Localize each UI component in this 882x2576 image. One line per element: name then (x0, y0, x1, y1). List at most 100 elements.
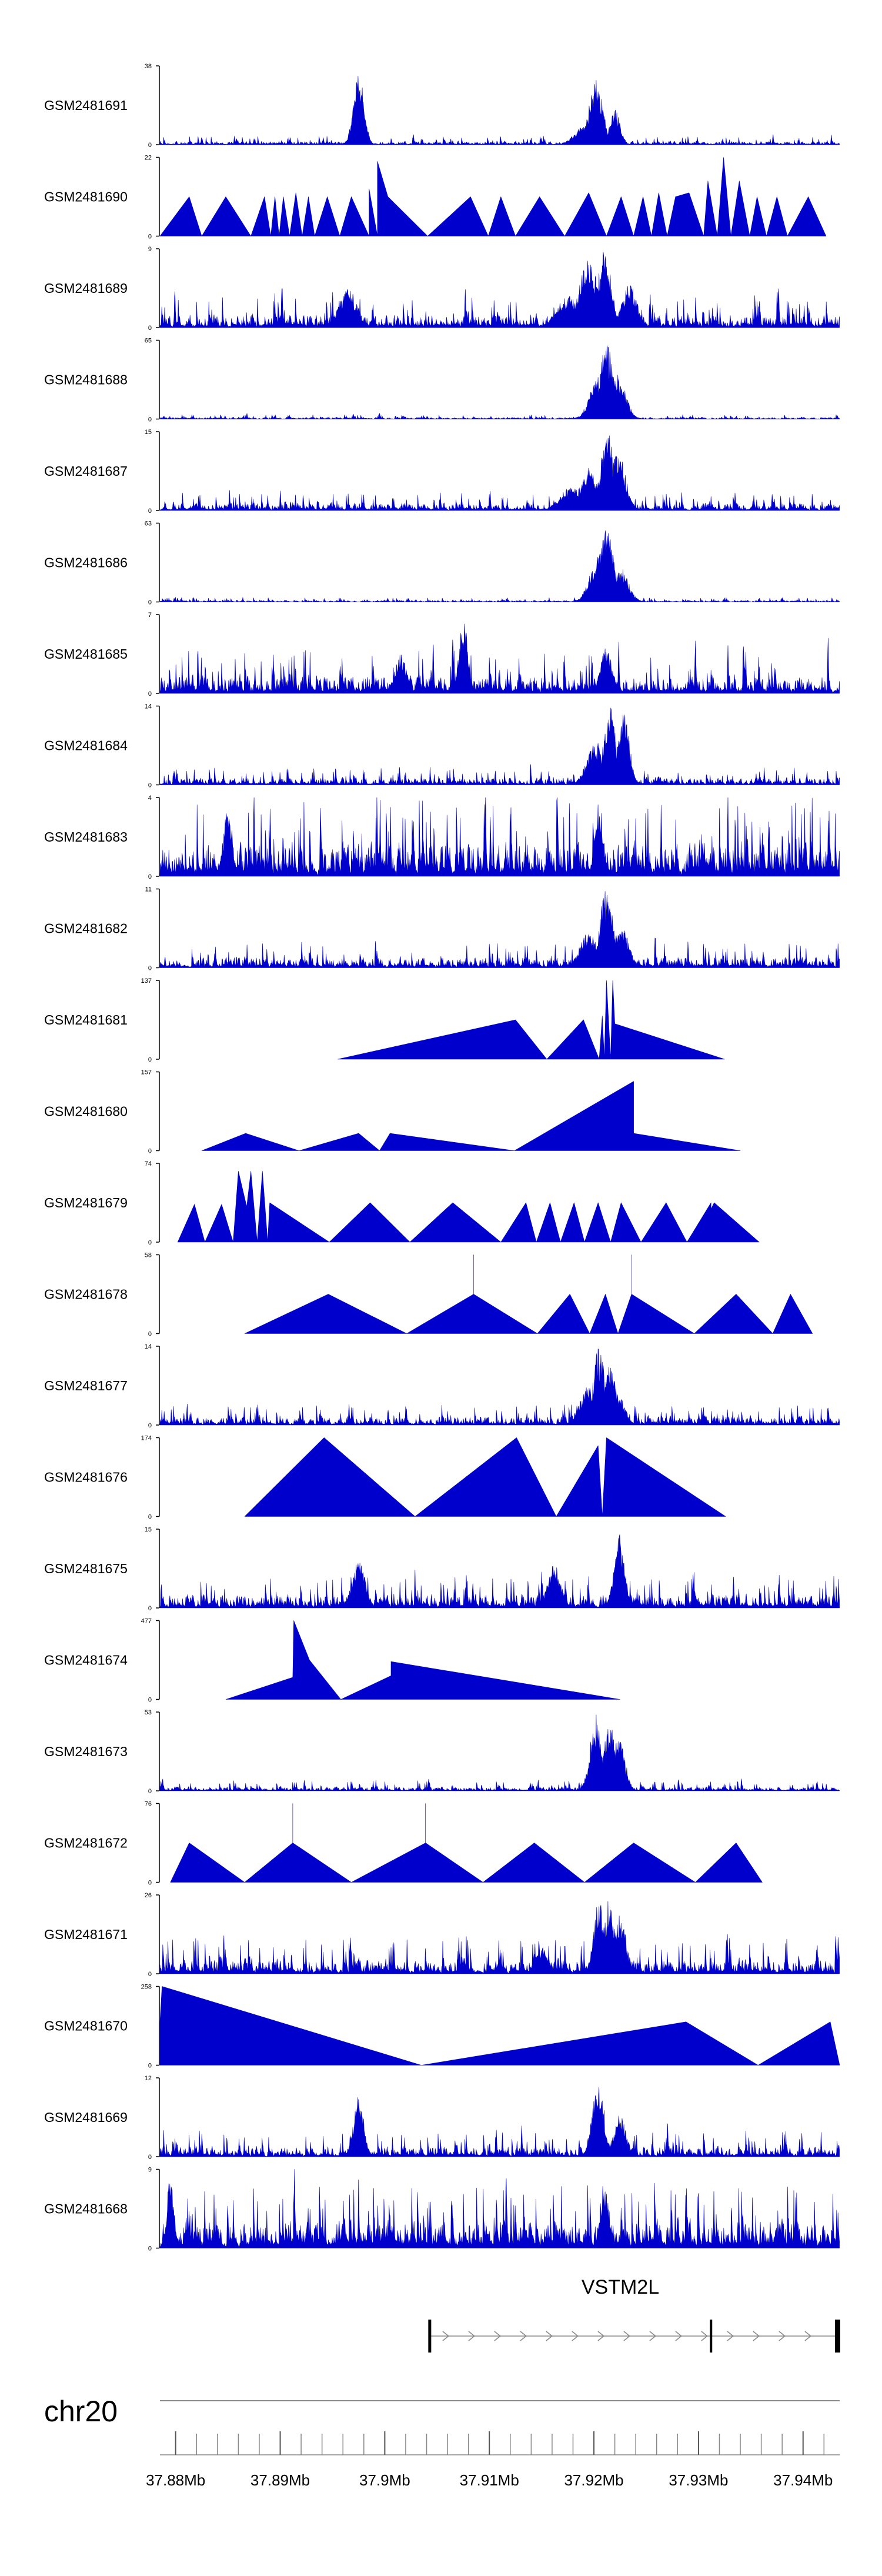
y-min-label: 0 (148, 2154, 152, 2161)
gene-name-label: VSTM2L (582, 2276, 659, 2298)
sample-label: GSM2481670 (44, 2018, 128, 2034)
y-max-label: 15 (145, 429, 152, 436)
sample-label: GSM2481685 (44, 646, 128, 662)
y-max-label: 65 (145, 338, 152, 345)
y-min-label: 0 (148, 2245, 152, 2253)
sample-label: GSM2481690 (44, 189, 128, 205)
sample-label: GSM2481674 (44, 1653, 128, 1668)
genome-axis: chr20 37.88Mb 37.89Mb 37.9Mb 37.91Mb 37.92Mb 3… (44, 2395, 840, 2489)
axis-tick-label: 37.92Mb (564, 2471, 623, 2489)
track-GSM2481690: GSM2481690 22 0 (44, 155, 827, 241)
y-max-label: 53 (145, 1709, 152, 1716)
y-min-label: 0 (148, 2063, 152, 2070)
sample-label: GSM2481687 (44, 463, 128, 479)
coverage-area (159, 157, 827, 236)
y-min-label: 0 (148, 1971, 152, 1978)
strand-arrow-icon (468, 2331, 476, 2341)
y-min-label: 0 (148, 142, 152, 149)
track-GSM2481675: GSM2481675 15 0 (44, 1526, 840, 1612)
y-min-label: 0 (148, 1697, 152, 1704)
y-max-label: 9 (148, 2167, 152, 2174)
coverage-area (201, 1081, 741, 1151)
y-min-label: 0 (148, 1880, 152, 1887)
strand-arrow-icon (494, 2331, 502, 2341)
track-GSM2481687: GSM2481687 15 0 (44, 429, 840, 515)
coverage-area (159, 891, 840, 968)
coverage-area (244, 1437, 726, 1517)
axis-tick-label: 37.88Mb (146, 2471, 205, 2489)
y-min-label: 0 (148, 873, 152, 880)
sample-label: GSM2481684 (44, 738, 128, 753)
sample-label: GSM2481686 (44, 555, 128, 570)
track-GSM2481688: GSM2481688 65 0 (44, 338, 840, 423)
y-max-label: 12 (145, 2075, 152, 2082)
coverage-area (159, 1714, 840, 1791)
y-min-label: 0 (148, 1148, 152, 1155)
strand-arrow-icon (546, 2331, 553, 2341)
strand-arrow-icon (727, 2331, 734, 2341)
strand-arrow-icon (675, 2331, 683, 2341)
coverage-area (159, 1534, 840, 1609)
axis-tick-label: 37.94Mb (773, 2471, 833, 2489)
sample-label: GSM2481688 (44, 372, 128, 388)
coverage-area (159, 708, 840, 785)
track-GSM2481669: GSM2481669 12 0 (44, 2075, 840, 2161)
strand-arrow-icon (597, 2331, 605, 2341)
axis-tick-label: 37.93Mb (669, 2471, 728, 2489)
exon-block (710, 2320, 713, 2353)
y-min-label: 0 (148, 1514, 152, 1521)
y-max-label: 58 (145, 1252, 152, 1259)
y-min-label: 0 (148, 965, 152, 972)
y-max-label: 137 (141, 977, 152, 985)
sample-label: GSM2481683 (44, 829, 128, 845)
coverage-area (159, 2169, 840, 2248)
sample-label: GSM2481689 (44, 281, 128, 296)
sample-label: GSM2481681 (44, 1012, 128, 1027)
y-min-label: 0 (148, 1422, 152, 1429)
track-GSM2481670: GSM2481670 258 0 (44, 1984, 840, 2070)
strand-arrow-icon (649, 2331, 657, 2341)
strand-arrow-icon (701, 2331, 709, 2341)
y-min-label: 0 (148, 690, 152, 698)
coverage-area (159, 623, 840, 694)
coverage-area (159, 2087, 840, 2157)
y-min-label: 0 (148, 416, 152, 423)
y-min-label: 0 (148, 233, 152, 241)
y-max-label: 63 (145, 520, 152, 528)
sample-label: GSM2481679 (44, 1195, 128, 1210)
y-max-label: 477 (141, 1618, 152, 1625)
y-max-label: 14 (145, 703, 152, 710)
sample-label: GSM2481677 (44, 1378, 128, 1393)
y-max-label: 174 (141, 1435, 152, 1442)
strand-arrow-icon (804, 2331, 812, 2341)
coverage-area (177, 1171, 760, 1243)
sample-label: GSM2481673 (44, 1744, 128, 1759)
y-min-label: 0 (148, 1605, 152, 1612)
coverage-area (244, 1254, 813, 1334)
coverage-area (159, 76, 840, 145)
y-min-label: 0 (148, 1239, 152, 1246)
y-min-label: 0 (148, 508, 152, 515)
track-GSM2481674: GSM2481674 477 0 (44, 1618, 620, 1704)
y-max-label: 76 (145, 1801, 152, 1808)
coverage-area (159, 435, 840, 511)
y-max-label: 9 (148, 246, 152, 253)
y-max-label: 4 (148, 795, 152, 802)
y-max-label: 11 (145, 886, 152, 893)
track-GSM2481691: GSM2481691 38 0 (44, 63, 840, 149)
strand-arrow-icon (572, 2331, 579, 2341)
y-max-label: 38 (145, 63, 152, 70)
track-GSM2481676: GSM2481676 174 0 (44, 1435, 726, 1521)
y-max-label: 157 (141, 1069, 152, 1076)
sample-label: GSM2481668 (44, 2201, 128, 2217)
exon-block (834, 2320, 840, 2353)
y-max-label: 258 (141, 1984, 152, 1991)
sample-label: GSM2481669 (44, 2110, 128, 2125)
track-GSM2481681: GSM2481681 137 0 (44, 977, 725, 1063)
y-max-label: 26 (145, 1892, 152, 1899)
track-GSM2481685: GSM2481685 7 0 (44, 612, 840, 698)
coverage-area (159, 797, 840, 877)
sample-label: GSM2481680 (44, 1104, 128, 1119)
chromosome-label: chr20 (44, 2395, 118, 2428)
